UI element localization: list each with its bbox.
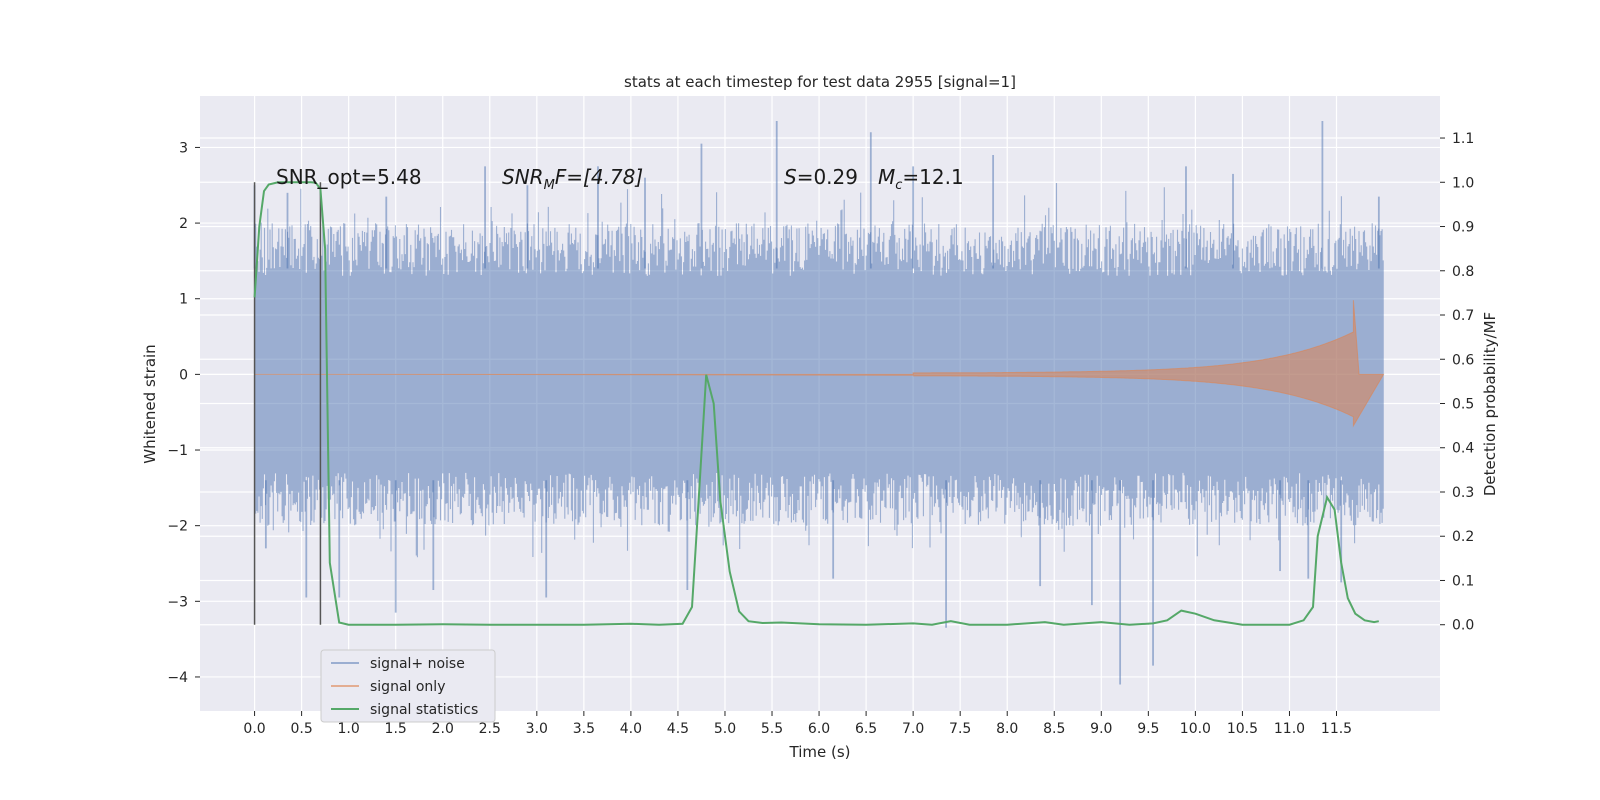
y-tick-label: −2: [167, 519, 188, 535]
y2-tick-label: 0.5: [1452, 397, 1474, 413]
series-area: [253, 120, 1385, 685]
snr-mf-symbol: SNR: [502, 165, 544, 189]
y2-tick-label: 0.4: [1452, 441, 1474, 457]
x-tick-label: 9.5: [1137, 721, 1159, 737]
legend-label-signal-only: signal only: [370, 679, 445, 695]
y2-axis-label: Detection probability/MF: [1481, 312, 1499, 496]
y-axis-label: Whitened strain: [141, 344, 159, 463]
x-tick-label: 1.0: [338, 721, 360, 737]
y2-tick-label: 0.7: [1452, 308, 1474, 324]
x-tick-label: 8.5: [1043, 721, 1065, 737]
x-tick-label: 2.0: [432, 721, 454, 737]
x-tick-label: 1.5: [385, 721, 407, 737]
legend: signal+ noise signal only signal statist…: [320, 649, 496, 723]
y2-tick-label: 0.8: [1452, 264, 1474, 280]
snr-mf-value: F=[4.78]: [555, 165, 643, 189]
x-tick-label: 10.0: [1180, 721, 1211, 737]
x-tick-label: 4.5: [667, 721, 689, 737]
snr-opt-annotation: SNR_opt=5.48: [276, 165, 422, 189]
x-tick-label: 8.0: [996, 721, 1018, 737]
x-tick-label: 3.0: [526, 721, 548, 737]
y-tick-label: −3: [167, 594, 188, 610]
mc-value: =12.1: [902, 165, 963, 189]
x-tick-label: 10.5: [1227, 721, 1258, 737]
y2-tick-label: 0.0: [1452, 618, 1474, 634]
s-annotation: S=0.29: [784, 165, 858, 189]
x-tick-label: 5.0: [714, 721, 736, 737]
x-tick-label: 0.0: [243, 721, 265, 737]
signal-only-line: [254, 300, 1385, 428]
x-tick-label: 9.0: [1090, 721, 1112, 737]
x-tick-label: 11.0: [1274, 721, 1305, 737]
y2-tick-label: 0.2: [1452, 529, 1474, 545]
x-tick-label: 3.5: [573, 721, 595, 737]
chart-title: stats at each timestep for test data 295…: [624, 73, 1016, 91]
y2-tick-label: 0.3: [1452, 485, 1474, 501]
y-tick-label: 3: [179, 140, 188, 156]
x-tick-label: 2.5: [479, 721, 501, 737]
x-tick-label: 7.5: [949, 721, 971, 737]
s-value: =0.29: [797, 165, 858, 189]
y-tick-label: −4: [167, 670, 188, 686]
mc-annotation: Mc=12.1: [878, 165, 964, 193]
legend-box: [320, 649, 496, 723]
y2-tick-label: 0.6: [1452, 352, 1474, 368]
y2-tick-label: 1.1: [1452, 131, 1474, 147]
x-tick-label: 5.5: [761, 721, 783, 737]
x-axis-label: Time (s): [789, 743, 851, 761]
y-tick-label: 0: [179, 367, 188, 383]
snr-mf-subscript: M: [544, 178, 555, 193]
snr-mf-annotation: SNRMF=[4.78]: [502, 165, 643, 193]
legend-label-signal-statistics: signal statistics: [370, 702, 478, 718]
x-tick-label: 6.5: [855, 721, 877, 737]
y2-tick-label: 1.0: [1452, 175, 1474, 191]
s-symbol: S: [784, 165, 797, 189]
y2-tick-label: 0.1: [1452, 573, 1474, 589]
mc-subscript: c: [895, 178, 902, 193]
y-tick-label: 1: [179, 292, 188, 308]
x-tick-label: 0.5: [290, 721, 312, 737]
ticks: 0.0 0.5 1.0 1.5 2.0 2.5 3.0 3.5 4.0 4.5 5.0 5.5 6.0 6…: [167, 131, 1474, 737]
x-tick-label: 4.0: [620, 721, 642, 737]
x-tick-label: 7.0: [902, 721, 924, 737]
legend-label-signal-noise: signal+ noise: [370, 656, 465, 672]
y-tick-label: 2: [179, 216, 188, 232]
y2-tick-label: 0.9: [1452, 220, 1474, 236]
y-tick-label: −1: [167, 443, 188, 459]
x-tick-label: 11.5: [1321, 721, 1352, 737]
signal-statistics-line: [253, 181, 1379, 626]
annotations: SNR_opt=5.48 SNRMF=[4.78] S=0.29 Mc=12.1: [276, 165, 964, 193]
x-tick-label: 6.0: [808, 721, 830, 737]
mc-symbol: M: [878, 165, 895, 189]
